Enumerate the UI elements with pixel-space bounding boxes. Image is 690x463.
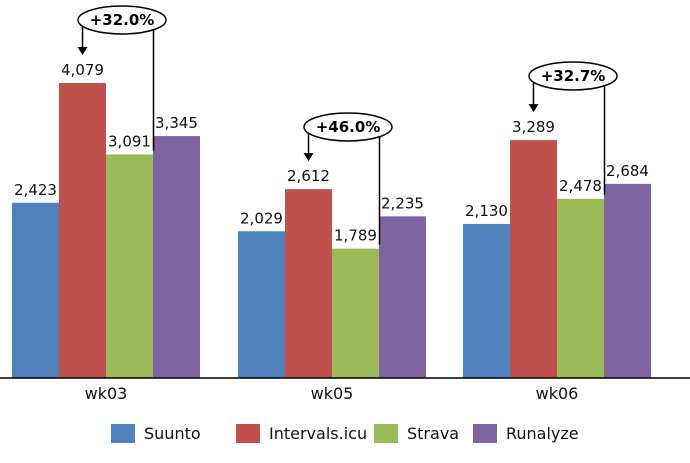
value-label-intervals-icu-wk05: 2,612 bbox=[287, 167, 330, 185]
bar-suunto-wk03 bbox=[12, 202, 59, 378]
annotation-arrowhead bbox=[303, 153, 314, 162]
value-label-suunto-wk06: 2,130 bbox=[465, 202, 508, 220]
bar-runalyze-wk06 bbox=[604, 183, 651, 378]
legend-item-suunto: Suunto bbox=[111, 424, 201, 443]
annotation-bubble bbox=[303, 112, 393, 142]
bar-strava-wk03 bbox=[106, 154, 153, 378]
value-label-intervals-icu-wk06: 3,289 bbox=[512, 118, 555, 136]
annotation-bubble bbox=[528, 61, 618, 91]
legend-label: Suunto bbox=[144, 424, 201, 443]
value-label-strava-wk03: 3,091 bbox=[108, 132, 151, 150]
x-tick-wk05: wk05 bbox=[311, 384, 354, 403]
value-label-runalyze-wk06: 2,684 bbox=[606, 162, 649, 180]
x-tick-wk06: wk06 bbox=[536, 384, 579, 403]
bar-intervals-icu-wk05 bbox=[285, 189, 332, 378]
bar-intervals-icu-wk06 bbox=[510, 140, 557, 378]
annotation-bubble bbox=[77, 5, 167, 35]
annotation-text: +32.0% bbox=[90, 11, 155, 29]
value-label-intervals-icu-wk03: 4,079 bbox=[61, 61, 104, 79]
bar-suunto-wk05 bbox=[238, 231, 285, 378]
x-tick-labels: wk03 wk05 wk06 bbox=[85, 384, 579, 403]
value-label-runalyze-wk05: 2,235 bbox=[381, 194, 424, 212]
legend-swatch bbox=[236, 424, 260, 443]
legend-swatch bbox=[111, 424, 135, 443]
annotation-text: +46.0% bbox=[316, 118, 381, 136]
value-label-strava-wk05: 1,789 bbox=[334, 227, 377, 245]
legend: Suunto Intervals.icu Strava Runalyze bbox=[111, 424, 579, 443]
value-label-suunto-wk05: 2,029 bbox=[240, 209, 283, 227]
annotation-text: +32.7% bbox=[541, 67, 606, 85]
bar-intervals-icu-wk03 bbox=[59, 83, 106, 378]
legend-label: Strava bbox=[407, 424, 459, 443]
x-tick-wk03: wk03 bbox=[85, 384, 128, 403]
legend-swatch bbox=[473, 424, 497, 443]
legend-swatch bbox=[374, 424, 398, 443]
annotation-arrowhead bbox=[77, 47, 88, 55]
bar-suunto-wk06 bbox=[463, 223, 510, 378]
value-label-runalyze-wk03: 3,345 bbox=[155, 114, 198, 132]
legend-item-intervals-icu: Intervals.icu bbox=[236, 424, 367, 443]
annotation-wk03: +32.0% bbox=[77, 5, 167, 151]
bar-strava-wk05 bbox=[332, 248, 379, 378]
legend-item-strava: Strava bbox=[374, 424, 459, 443]
annotation-wk06: +32.7% bbox=[528, 61, 618, 195]
bar-runalyze-wk03 bbox=[153, 136, 200, 378]
annotation-arrowhead bbox=[528, 104, 539, 113]
legend-label: Runalyze bbox=[506, 424, 579, 443]
annotations-layer: +32.0% +46.0% +32.7% bbox=[77, 5, 618, 245]
legend-item-runalyze: Runalyze bbox=[473, 424, 579, 443]
value-label-suunto-wk03: 2,423 bbox=[14, 181, 57, 199]
value-label-strava-wk06: 2,478 bbox=[559, 177, 602, 195]
bars-layer: 2,423 2,029 2,130 4,079 2,612 3,289 3,091 1,789… bbox=[12, 61, 651, 378]
bar-strava-wk06 bbox=[557, 198, 604, 378]
legend-label: Intervals.icu bbox=[269, 424, 367, 443]
annotation-wk05: +46.0% bbox=[303, 112, 393, 245]
bar-runalyze-wk05 bbox=[379, 216, 426, 378]
